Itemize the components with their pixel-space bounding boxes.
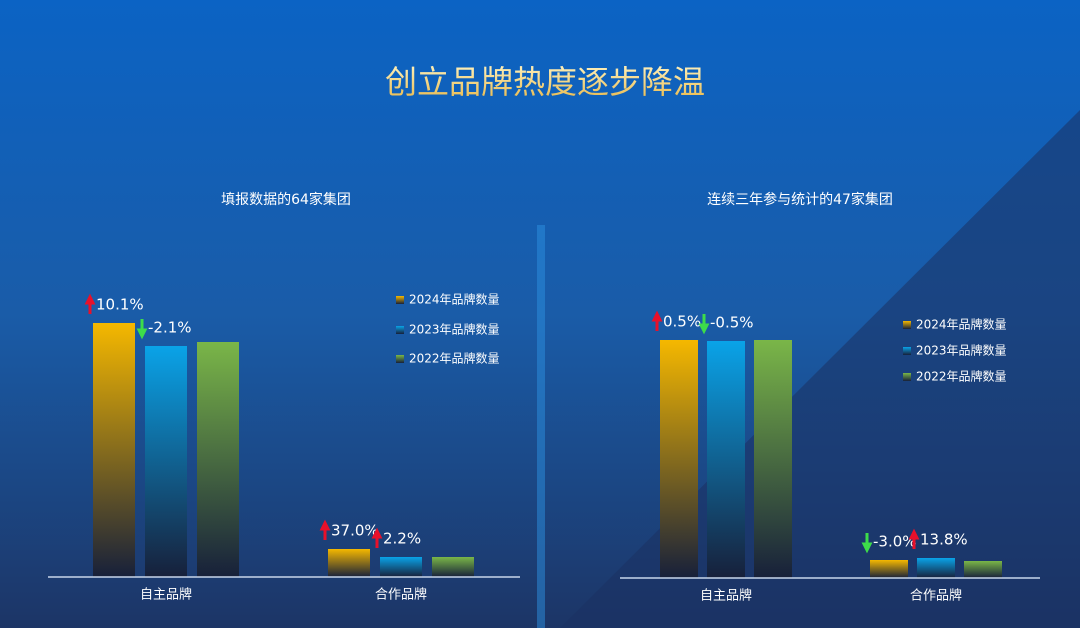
chart-title: 连续三年参与统计的47家集团	[707, 191, 893, 208]
bar	[93, 323, 135, 577]
change-label: 2.2%	[383, 530, 421, 548]
bar	[380, 557, 422, 577]
trend-arrow	[84, 293, 96, 314]
divider	[537, 225, 545, 628]
legend-label: 2022年品牌数量	[409, 351, 500, 366]
legend-label: 2023年品牌数量	[916, 343, 1007, 358]
legend-label: 2024年品牌数量	[916, 317, 1007, 332]
legend-label: 2023年品牌数量	[409, 322, 500, 337]
legend-swatch	[903, 347, 911, 355]
bar	[432, 557, 474, 577]
x-tick-label: 自主品牌	[700, 588, 752, 604]
change-label: 37.0%	[331, 522, 379, 540]
bar	[754, 340, 792, 578]
legend-label: 2022年品牌数量	[916, 369, 1007, 384]
trend-arrow	[908, 528, 920, 549]
legend-swatch	[396, 326, 404, 334]
legend-swatch	[903, 321, 911, 329]
change-label: 0.5%	[663, 313, 701, 331]
trend-arrow	[651, 310, 663, 331]
bar	[197, 342, 239, 577]
chart-title: 填报数据的64家集团	[221, 191, 351, 208]
bar	[145, 346, 187, 577]
bar	[328, 549, 370, 577]
change-label: -2.1%	[148, 319, 192, 337]
bar	[870, 560, 908, 578]
bar	[917, 558, 955, 578]
legend-swatch	[396, 355, 404, 363]
change-label: 13.8%	[920, 531, 968, 549]
x-tick-label: 自主品牌	[140, 587, 192, 603]
legend-swatch	[396, 296, 404, 304]
page-title: 创立品牌热度逐步降温	[385, 63, 705, 101]
bar	[707, 341, 745, 578]
trend-arrow	[136, 319, 148, 340]
trend-arrow	[861, 533, 873, 554]
change-label: -3.0%	[873, 533, 917, 551]
bar	[660, 340, 698, 578]
bar	[964, 561, 1002, 578]
trend-arrow	[698, 314, 710, 335]
change-label: 10.1%	[96, 296, 144, 314]
x-tick-label: 合作品牌	[375, 587, 427, 603]
trend-arrow	[371, 527, 383, 548]
change-label: -0.5%	[710, 314, 754, 332]
trend-arrow	[319, 519, 331, 540]
legend-swatch	[903, 373, 911, 381]
legend-label: 2024年品牌数量	[409, 292, 500, 307]
x-tick-label: 合作品牌	[910, 588, 962, 604]
